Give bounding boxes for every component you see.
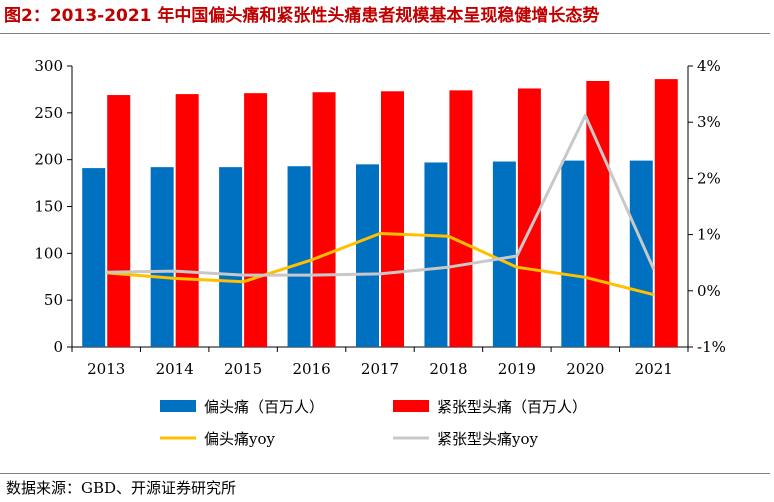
left-tick-label: 200 xyxy=(34,151,63,169)
bar-migraine xyxy=(561,160,585,347)
line-migraine-yoy xyxy=(106,232,655,297)
right-tick-label: 0% xyxy=(697,282,721,300)
bars xyxy=(82,79,678,347)
source-note: 数据来源：GBD、开源证券研究所 xyxy=(6,479,237,497)
bar-tension-headache xyxy=(449,90,473,347)
right-tick-label: 2% xyxy=(697,169,721,187)
left-tick-label: 50 xyxy=(44,291,63,309)
x-tick-label: 2013 xyxy=(87,360,125,378)
x-tick-label: 2018 xyxy=(429,360,467,378)
bar-migraine xyxy=(356,164,379,347)
legend-tension-headache-swatch xyxy=(393,400,429,412)
legend-migraine-label: 偏头痛（百万人） xyxy=(204,398,324,416)
left-tick-label: 250 xyxy=(34,104,63,122)
bar-migraine xyxy=(492,161,516,347)
bar-tension-headache xyxy=(654,79,678,347)
bar-tension-headache xyxy=(586,80,610,347)
left-tick-label: 150 xyxy=(34,198,63,216)
bar-tension-headache xyxy=(381,91,404,347)
bar-tension-headache xyxy=(312,92,336,347)
right-tick-label: 3% xyxy=(697,113,721,131)
lines xyxy=(106,114,656,297)
x-tick-label: 2021 xyxy=(635,360,673,378)
x-tick-label: 2016 xyxy=(292,360,330,378)
bar-migraine xyxy=(424,162,448,347)
line-tension-headache-yoy xyxy=(106,114,656,277)
source-divider xyxy=(0,473,770,474)
legend-tension-headache-label: 紧张型头痛（百万人） xyxy=(437,398,587,416)
left-tick-label: 100 xyxy=(34,244,63,262)
axes: 0 50 100 150 200 250 300 -1% 0% 1% 2% 3% 4% 2013 2014 2… xyxy=(34,57,726,378)
x-tick-label: 2014 xyxy=(156,360,194,378)
x-tick-label: 2015 xyxy=(224,360,262,378)
right-tick-label: -1% xyxy=(697,338,726,356)
bar-tension-headache xyxy=(517,88,541,347)
bar-migraine xyxy=(629,160,653,347)
bar-tension-headache xyxy=(107,95,131,347)
title-divider xyxy=(0,33,770,34)
legend-migraine-yoy-label: 偏头痛yoy xyxy=(204,430,276,448)
bar-tension-headache xyxy=(244,93,268,347)
chart-title: 图2：2013-2021 年中国偏头痛和紧张性头痛患者规模基本呈现稳健增长态势 xyxy=(4,6,600,26)
legend-tension-headache-yoy-label: 紧张型头痛yoy xyxy=(437,430,539,448)
right-tick-label: 1% xyxy=(697,226,721,244)
bar-migraine xyxy=(219,167,243,347)
x-tick-label: 2019 xyxy=(498,360,536,378)
bar-tension-headache xyxy=(175,94,199,347)
legend: 偏头痛（百万人） 紧张型头痛（百万人） 偏头痛yoy 紧张型头痛yoy xyxy=(160,398,587,448)
x-tick-label: 2020 xyxy=(566,360,604,378)
left-tick-label: 300 xyxy=(34,57,63,75)
bar-migraine xyxy=(150,167,174,347)
x-tick-label: 2017 xyxy=(361,360,399,378)
bar-migraine xyxy=(82,168,106,347)
legend-migraine-swatch xyxy=(160,400,196,412)
bar-migraine xyxy=(287,166,311,347)
left-tick-label: 0 xyxy=(53,338,63,356)
right-tick-label: 4% xyxy=(697,57,721,75)
